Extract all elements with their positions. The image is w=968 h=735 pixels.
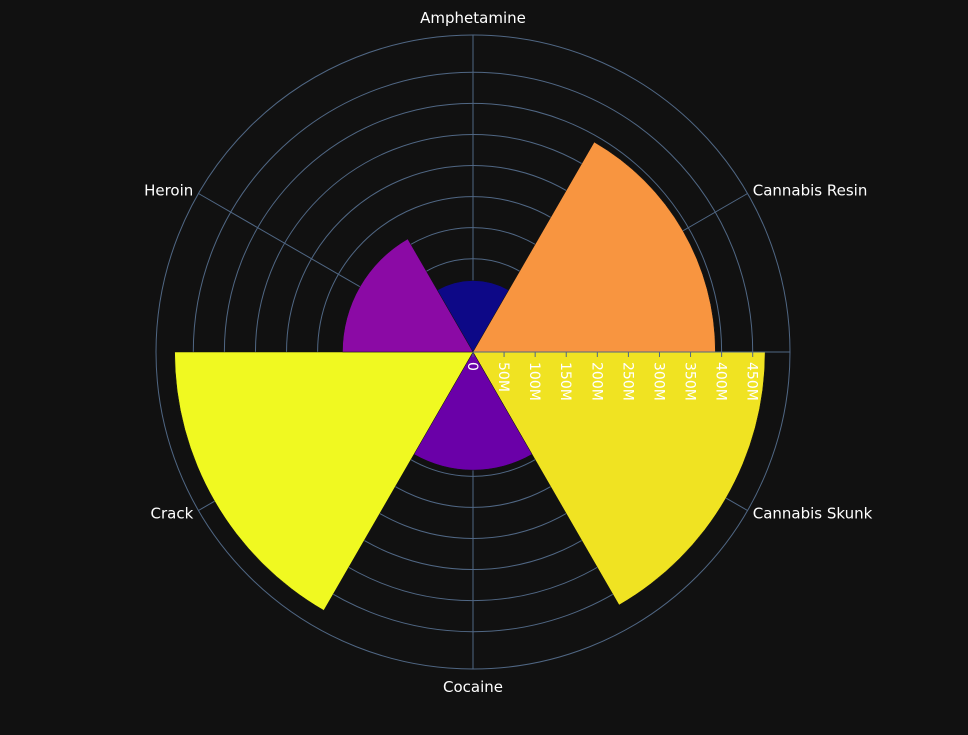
bar-wedge-cocaine[interactable] bbox=[413, 351, 533, 471]
angular-tick-label: Cannabis Skunk bbox=[753, 505, 873, 523]
bar-wedge-cannabis-skunk[interactable] bbox=[472, 351, 766, 606]
radial-tick-label: 50M bbox=[495, 362, 511, 392]
radial-tick-label: 200M bbox=[588, 362, 604, 401]
angular-tick-label: Cannabis Resin bbox=[753, 182, 868, 200]
bar-wedge-crack[interactable] bbox=[174, 351, 474, 611]
radial-tick-label: 300M bbox=[650, 362, 666, 401]
radial-tick-label: 250M bbox=[619, 362, 635, 401]
radial-tick-label: 0 bbox=[464, 362, 480, 371]
radial-tick-label: 100M bbox=[526, 362, 542, 401]
angular-tick-label: Crack bbox=[150, 505, 193, 523]
angular-axis: Amphetamine Cannabis Resin Cannabis Skunk C… bbox=[144, 9, 873, 696]
radial-axis: 0 50M 100M 150M 200M 250M 300M 350M 400M 450M bbox=[464, 351, 790, 401]
radial-tick-label: 400M bbox=[713, 362, 729, 401]
bar-wedge-cannabis-resin[interactable] bbox=[472, 141, 716, 353]
radial-tick-label: 150M bbox=[557, 362, 573, 401]
angular-tick-label: Amphetamine bbox=[420, 9, 526, 27]
radial-tick-label: 350M bbox=[682, 362, 698, 401]
bar-series bbox=[174, 141, 766, 611]
bar-wedge-heroin[interactable] bbox=[342, 238, 474, 353]
angular-tick-label: Cocaine bbox=[443, 678, 503, 696]
bar-wedge-amphetamine[interactable] bbox=[436, 280, 510, 353]
radial-tick-label: 450M bbox=[744, 362, 760, 401]
angular-tick-label: Heroin bbox=[144, 182, 193, 200]
